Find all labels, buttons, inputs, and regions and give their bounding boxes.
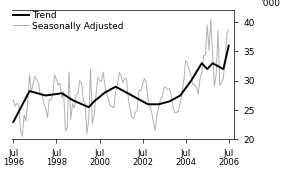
- Line: Trend: Trend: [13, 46, 229, 122]
- Trend: [146, 103, 150, 105]
- Legend: Trend, Seasonally Adjusted: Trend, Seasonally Adjusted: [12, 11, 124, 31]
- Seasonally Adjusted: [12, 99, 15, 101]
- Seasonally Adjusted: [21, 135, 24, 138]
- Seasonally Adjusted: [35, 78, 38, 80]
- Line: Seasonally Adjusted: Seasonally Adjusted: [13, 19, 229, 137]
- Seasonally Adjusted: [209, 18, 213, 20]
- Seasonally Adjusted: [227, 28, 230, 30]
- Trend: [103, 91, 107, 94]
- Trend: [227, 45, 230, 47]
- Seasonally Adjusted: [105, 93, 108, 95]
- Trend: [213, 63, 216, 65]
- Trend: [33, 91, 37, 94]
- Seasonally Adjusted: [148, 104, 151, 106]
- Trend: [62, 93, 65, 95]
- Trend: [157, 103, 160, 105]
- Seasonally Adjusted: [64, 130, 67, 132]
- Seasonally Adjusted: [159, 98, 162, 100]
- Trend: [12, 121, 15, 123]
- Y-axis label: ’000: ’000: [260, 0, 280, 8]
- Seasonally Adjusted: [216, 30, 220, 32]
